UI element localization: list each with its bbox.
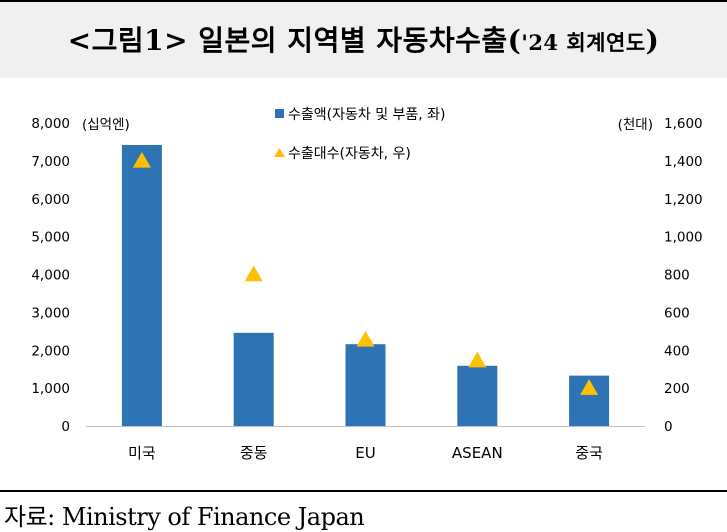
y-left-tick-label: 1,000 <box>31 381 70 397</box>
legend-triangle-swatch <box>274 148 285 157</box>
y-left-tick-label: 5,000 <box>31 230 70 246</box>
legend-bar-swatch <box>275 109 284 118</box>
y-left-tick-label: 2,000 <box>31 343 70 359</box>
y-right-tick-label: 400 <box>664 343 690 359</box>
x-category-label: 중동 <box>240 444 268 462</box>
y-left-tick-label: 7,000 <box>31 154 70 170</box>
title-bar: <그림1> 일본의 지역별 자동차수출('24 회계연도) <box>0 2 727 78</box>
top-rule <box>0 0 727 2</box>
marker-export-units <box>468 351 487 368</box>
chart-title: <그림1> 일본의 지역별 자동차수출('24 회계연도) <box>0 19 727 59</box>
y-right-tick-label: 1,400 <box>664 154 703 170</box>
y-right-tick-label: 1,600 <box>664 116 703 132</box>
y-left-tick-label: 6,000 <box>31 192 70 208</box>
bar-export-value <box>233 332 274 426</box>
x-category-label: EU <box>355 444 375 462</box>
y-right-tick-label: 1,000 <box>664 230 703 246</box>
y-left-tick-label: 8,000 <box>31 116 70 132</box>
y-left-tick-label: 0 <box>61 419 70 435</box>
marker-export-units <box>132 151 151 168</box>
marker-export-units <box>356 330 375 347</box>
legend-triangle-label: 수출대수(자동차, 우) <box>288 146 411 162</box>
y-right-tick-label: 1,200 <box>664 192 703 208</box>
bar-export-value <box>121 144 162 426</box>
y-right-tick-label: 600 <box>664 305 690 321</box>
x-category-label: 중국 <box>575 444 603 462</box>
y-left-tick-label: 3,000 <box>31 305 70 321</box>
chart-area: 0 1,000 2,000 3,000 4,000 5,000 6,000 7,000 8,00… <box>0 78 727 490</box>
legend-bar-label: 수출액(자동차 및 부품, 좌) <box>288 107 446 123</box>
y-left-unit-label: (십억엔) <box>82 117 130 133</box>
y-right-tick-label: 200 <box>664 381 690 397</box>
source-note: 자료: Ministry of Finance Japan <box>4 503 365 531</box>
x-category-label: 미국 <box>128 444 156 462</box>
x-category-label: ASEAN <box>452 444 503 462</box>
bar-export-value <box>457 365 498 426</box>
bar-export-value <box>345 344 386 426</box>
title-main: <그림1> 일본의 지역별 자동차수출( <box>67 24 522 57</box>
title-period: '24 회계연도 <box>521 30 646 55</box>
y-left-tick-label: 4,000 <box>31 268 70 284</box>
title-close: ) <box>645 24 660 57</box>
bottom-rule <box>0 490 727 492</box>
chart-svg: 0 1,000 2,000 3,000 4,000 5,000 6,000 7,000 8,00… <box>31 107 703 462</box>
marker-export-units <box>580 379 599 395</box>
y-right-tick-label: 0 <box>664 419 673 435</box>
marker-export-units <box>244 265 263 282</box>
y-right-unit-label: (천대) <box>618 117 653 133</box>
y-right-tick-label: 800 <box>664 268 690 284</box>
